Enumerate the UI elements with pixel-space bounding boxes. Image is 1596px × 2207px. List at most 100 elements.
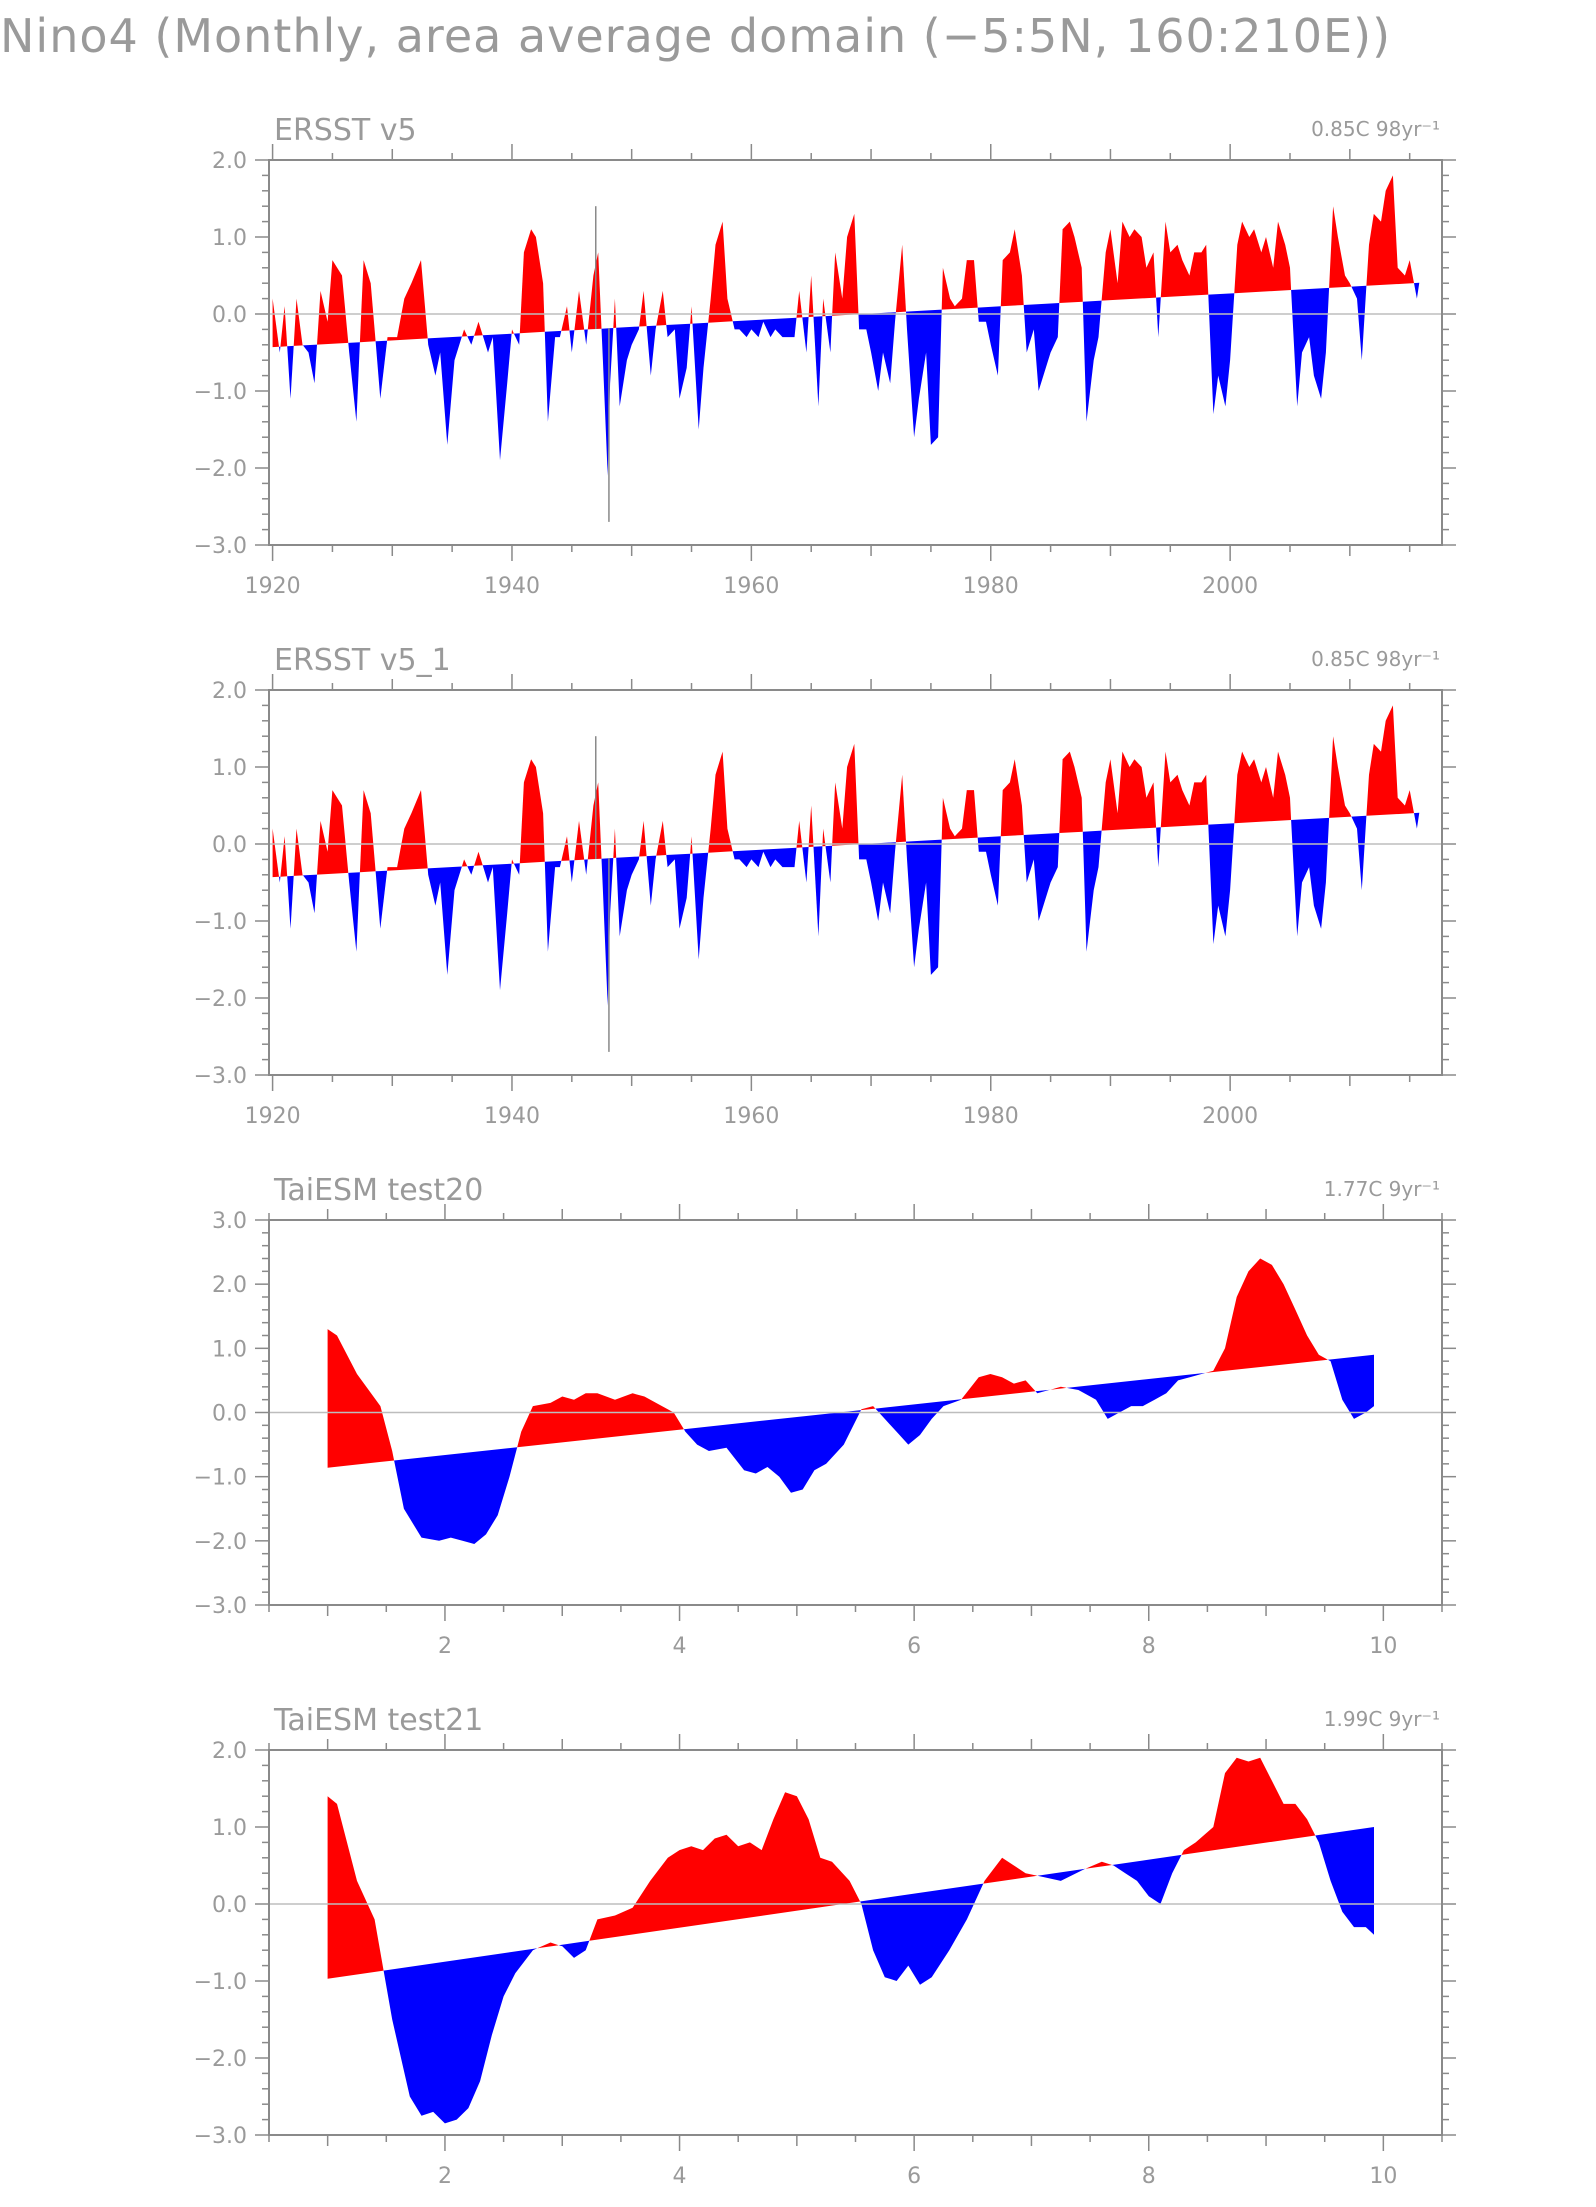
negative-anomaly-area [858, 312, 896, 391]
positive-anomaly-area [519, 759, 545, 864]
negative-anomaly-area [375, 340, 388, 399]
positive-anomaly-area [1234, 221, 1292, 294]
positive-anomaly-area [796, 290, 803, 318]
negative-anomaly-area [1351, 815, 1367, 891]
negative-anomaly-area [977, 306, 1001, 376]
x-tick-label: 1980 [963, 1104, 1019, 1129]
negative-anomaly-area [1023, 833, 1060, 921]
y-tick-label: 2.0 [212, 1273, 247, 1298]
positive-anomaly-area [1085, 1861, 1112, 1869]
positive-anomaly-area [317, 260, 349, 345]
positive-anomaly-area [280, 306, 288, 347]
positive-anomaly-area [317, 790, 349, 875]
negative-anomaly-area [544, 860, 562, 952]
panel-4: TaiESM test21 1.99C 9yr⁻¹ −3.0 −2.0 −1.0 0.0 1… [194, 1703, 1456, 2189]
y-tick-label: −1.0 [194, 380, 247, 405]
negative-anomaly-area [427, 866, 462, 975]
negative-anomaly-area [1112, 1854, 1182, 1904]
negative-anomaly-area [692, 322, 709, 430]
positive-anomaly-area [587, 252, 602, 330]
positive-anomaly-area [639, 290, 647, 327]
positive-anomaly-area [327, 1796, 384, 1979]
positive-anomaly-area [272, 298, 279, 348]
x-tick-label: 1960 [723, 574, 779, 599]
panels: ERSST v5 0.85C 98yr⁻¹ −3.0 −2.0 −1.0 0.0 1.0 2.… [194, 113, 1456, 2189]
y-tick-label: 2.0 [212, 1739, 247, 1764]
negative-anomaly-area [1037, 1868, 1086, 1881]
positive-anomaly-area [1205, 1258, 1328, 1373]
positive-anomaly-area [461, 859, 468, 867]
x-tick-label: 4 [673, 1634, 687, 1659]
negative-anomaly-area [348, 872, 360, 952]
negative-anomaly-area [584, 329, 588, 345]
positive-anomaly-area [832, 213, 859, 316]
x-tick-label: 10 [1369, 2164, 1397, 2189]
x-tick-label: 6 [907, 1634, 921, 1659]
negative-anomaly-area [1414, 282, 1420, 299]
positive-anomaly-area [327, 1329, 395, 1468]
positive-anomaly-area [822, 298, 826, 317]
negative-anomaly-area [666, 323, 691, 399]
y-tick-label: 1.0 [212, 756, 247, 781]
positive-anomaly-area [656, 290, 667, 326]
negative-anomaly-area [513, 333, 520, 345]
y-tick-label: 0.0 [212, 833, 247, 858]
negative-anomaly-area [467, 335, 475, 345]
x-tick-label: 4 [673, 2164, 687, 2189]
y-tick-label: 1.0 [212, 226, 247, 251]
negative-anomaly-area [569, 330, 575, 353]
positive-anomaly-area [1050, 1386, 1067, 1390]
negative-anomaly-area [1082, 830, 1102, 952]
y-tick-label: 0.0 [212, 303, 247, 328]
negative-anomaly-area [860, 1883, 984, 1985]
negative-anomaly-area [1208, 293, 1235, 415]
x-tick-label: 2000 [1202, 574, 1258, 599]
plot-frame [268, 159, 1443, 546]
y-tick-label: −3.0 [194, 534, 247, 559]
y-tick-label: −2.0 [194, 457, 247, 482]
y-tick-label: −3.0 [194, 1064, 247, 1089]
negative-anomaly-area [482, 863, 512, 991]
y-tick-label: 3.0 [212, 1209, 247, 1234]
negative-anomaly-area [858, 842, 896, 921]
positive-anomaly-area [461, 329, 468, 337]
y-tick-label: −1.0 [194, 1466, 247, 1491]
positive-anomaly-area [796, 820, 803, 848]
negative-anomaly-area [348, 342, 360, 422]
positive-anomaly-area [1234, 751, 1292, 824]
positive-anomaly-area [1101, 751, 1157, 831]
positive-anomaly-area [656, 820, 667, 856]
positive-anomaly-area [293, 298, 303, 346]
positive-anomaly-area [359, 260, 376, 343]
negative-anomaly-area [732, 847, 797, 868]
negative-anomaly-area [825, 845, 833, 883]
positive-anomaly-area [511, 329, 514, 334]
x-tick-label: 1980 [963, 574, 1019, 599]
positive-anomaly-area [983, 1857, 1038, 1884]
negative-anomaly-area [813, 846, 823, 937]
x-tick-label: 8 [1142, 2164, 1156, 2189]
negative-anomaly-area [287, 345, 294, 399]
y-tick-label: −2.0 [194, 987, 247, 1012]
positive-anomaly-area [474, 851, 483, 866]
positive-anomaly-area [808, 275, 814, 317]
panel-title: ERSST v5 [274, 113, 417, 148]
negative-anomaly-area [467, 865, 475, 875]
positive-anomaly-area [1000, 759, 1024, 837]
x-tick-label: 2 [438, 2164, 452, 2189]
negative-anomaly-area [732, 317, 797, 338]
figure-title: Nino4 (Monthly, area average domain (−5:… [0, 9, 1391, 63]
negative-anomaly-area [616, 326, 640, 407]
negative-anomaly-area [977, 836, 1001, 906]
positive-anomaly-area [293, 828, 303, 876]
positive-anomaly-area [561, 836, 570, 861]
positive-anomaly-area [574, 820, 585, 861]
negative-anomaly-area [279, 346, 281, 353]
positive-anomaly-area [517, 1393, 684, 1448]
negative-anomaly-area [1291, 817, 1330, 937]
trend-label: 1.99C 9yr⁻¹ [1324, 1707, 1440, 1731]
panel-3: TaiESM test20 1.77C 9yr⁻¹ −3.0 −2.0 −1.0 0.0 1… [194, 1173, 1456, 1659]
x-tick-label: 1920 [245, 574, 301, 599]
x-tick-label: 2000 [1202, 1104, 1258, 1129]
